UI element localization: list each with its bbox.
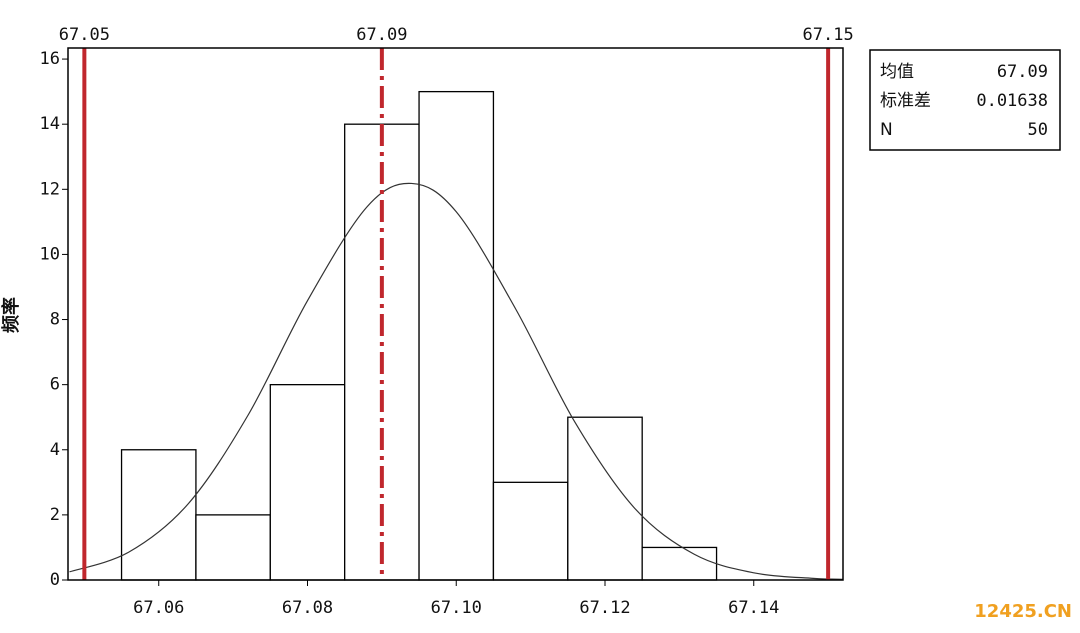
y-tick-label: 0 [50,570,60,590]
bar [641,546,718,581]
y-axis-label: 频率 [0,297,22,333]
stat-value: 67.09 [997,62,1048,82]
y-tick-label: 12 [40,179,60,199]
y-tick-label: 2 [50,505,60,525]
bar [567,416,643,581]
fit-curve [69,182,844,580]
stat-value: 0.01638 [976,91,1048,111]
stat-value: 50 [1028,120,1048,140]
plot-frame [67,47,844,581]
y-tick-label: 4 [50,440,60,460]
bar [492,481,569,581]
stat-label: 均值 [880,62,914,82]
stats-box [869,49,1061,151]
bar [269,384,346,581]
stat-label: 标准差 [880,91,931,111]
bar [418,90,495,581]
x-tick-label: 67.10 [431,598,482,618]
x-tick-label: 67.06 [133,598,184,618]
reference-label: 67.09 [356,25,407,45]
y-tick-label: 16 [40,49,60,69]
y-tick-label: 8 [50,310,60,330]
bar [120,449,197,581]
stat-label: N [880,120,893,140]
x-tick-label: 67.08 [282,598,333,618]
x-tick-label: 67.14 [728,598,779,618]
watermark: 12425.CN [974,601,1072,622]
reference-label: 67.15 [803,25,854,45]
reference-label: 67.05 [59,25,110,45]
y-tick-label: 6 [50,375,60,395]
y-tick-label: 10 [40,244,60,264]
y-tick-label: 14 [40,114,60,134]
x-tick-label: 67.12 [579,598,630,618]
bar [195,514,271,581]
